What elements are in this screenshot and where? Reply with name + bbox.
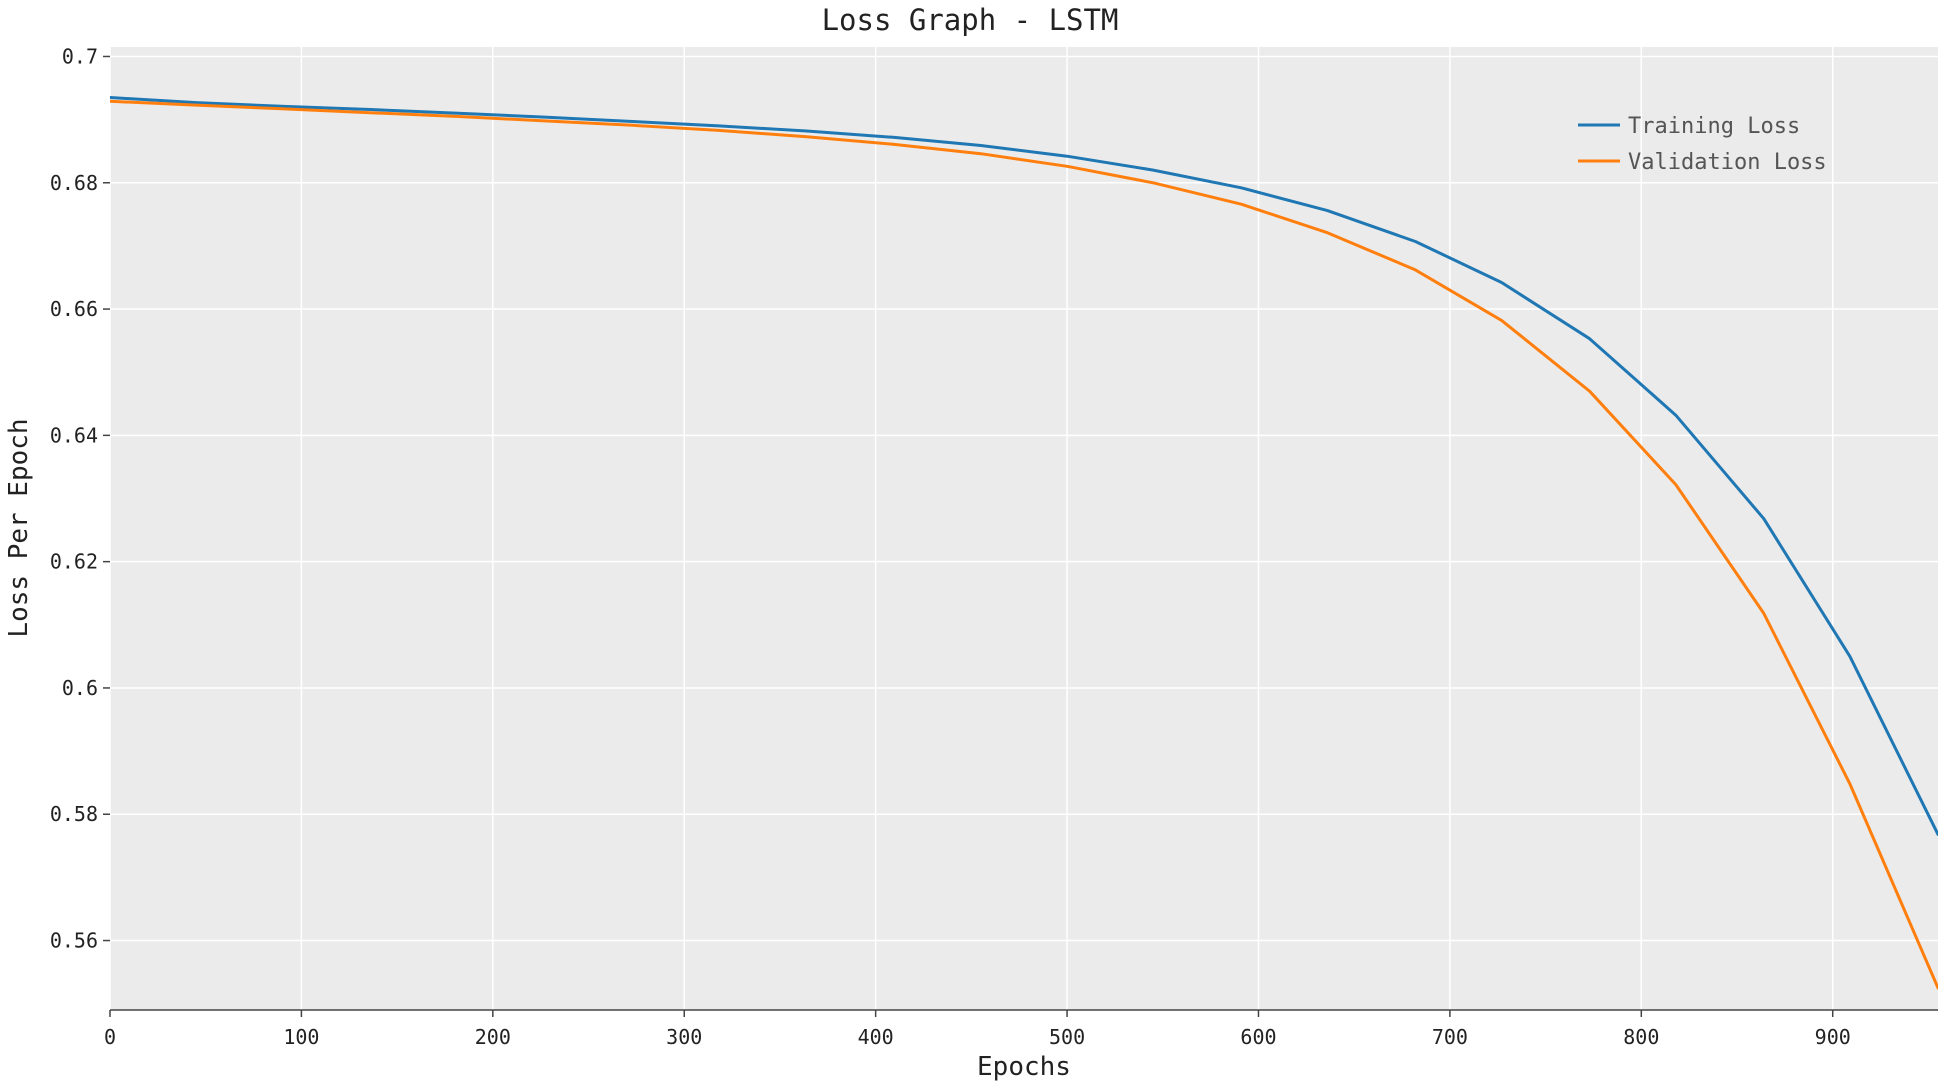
x-tick-label: 900 xyxy=(1815,1025,1851,1049)
y-tick-label: 0.62 xyxy=(50,550,98,574)
chart-title: Loss Graph - LSTM xyxy=(822,3,1119,37)
y-tick-label: 0.6 xyxy=(62,676,98,700)
series-line-training-loss xyxy=(110,96,1938,836)
grid-lines xyxy=(109,47,1938,1010)
y-tick-label: 0.66 xyxy=(50,297,98,321)
axes: 0 100 200 300 400 500 600 700 800 900 0.56 0.58 0.6 0… xyxy=(50,44,1938,1049)
legend: Training Loss Validation Loss xyxy=(1578,114,1827,175)
y-tick-label: 0.56 xyxy=(50,929,98,953)
y-tick-label: 0.58 xyxy=(50,802,98,826)
series-line-validation-loss xyxy=(110,99,1938,990)
legend-label-validation-loss: Validation Loss xyxy=(1628,150,1827,175)
plot-area xyxy=(110,47,1938,1010)
x-tick-label: 300 xyxy=(666,1025,702,1049)
x-tick-label: 800 xyxy=(1623,1025,1659,1049)
legend-label-training-loss: Training Loss xyxy=(1628,114,1800,139)
series-layer xyxy=(110,96,1938,990)
x-tick-label: 700 xyxy=(1432,1025,1468,1049)
x-tick-label: 600 xyxy=(1240,1025,1276,1049)
y-tick-label: 0.68 xyxy=(50,171,98,195)
x-tick-label: 200 xyxy=(475,1025,511,1049)
y-axis-label: Loss Per Epoch xyxy=(4,418,34,637)
x-tick-label: 100 xyxy=(283,1025,319,1049)
x-tick-label: 400 xyxy=(858,1025,894,1049)
x-axis-label: Epochs xyxy=(977,1052,1071,1082)
y-tick-label: 0.64 xyxy=(50,423,98,447)
x-tick-label: 0 xyxy=(104,1025,116,1049)
y-tick-label: 0.7 xyxy=(62,44,98,68)
x-tick-label: 500 xyxy=(1049,1025,1085,1049)
